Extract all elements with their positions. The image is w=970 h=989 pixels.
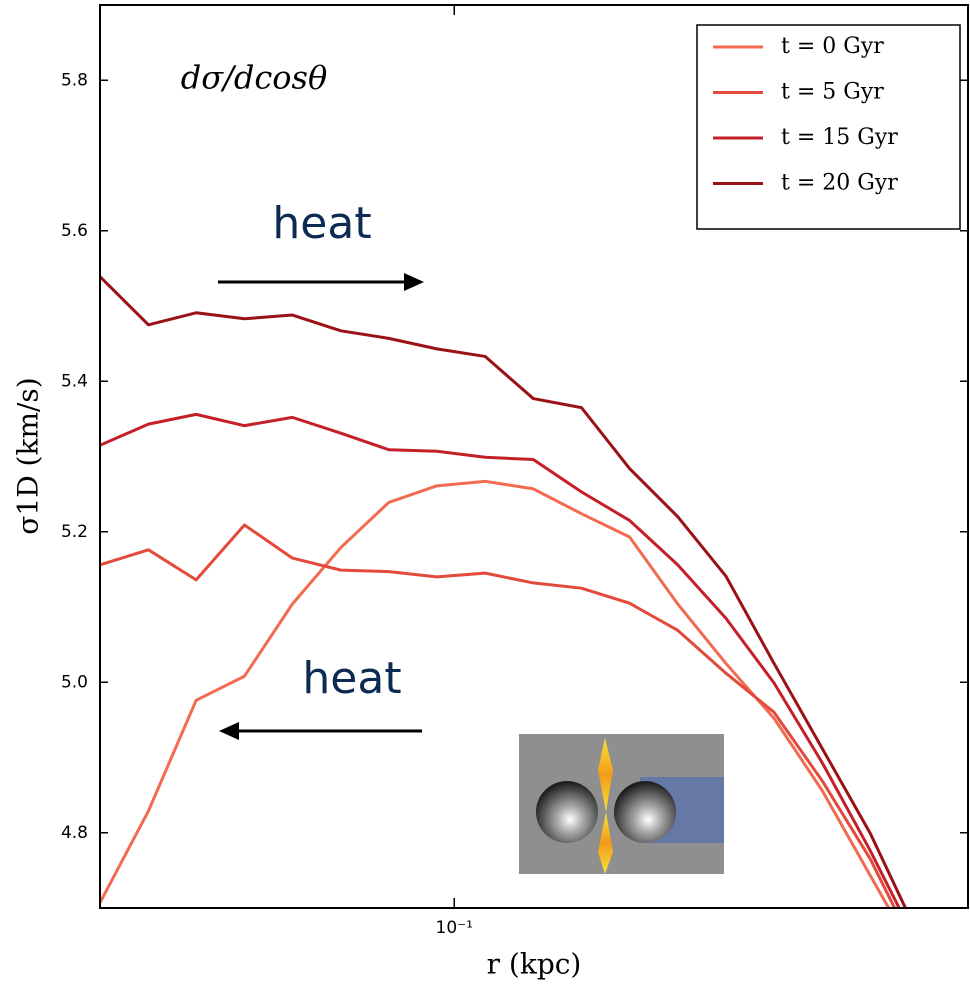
data-line <box>100 275 908 908</box>
plot-lines <box>100 275 908 908</box>
annotation: dσ/dcosθ <box>181 59 327 97</box>
plot-frame <box>99 4 969 909</box>
legend-label: t = 15 Gyr <box>781 125 898 150</box>
legend-label: t = 20 Gyr <box>781 171 898 196</box>
x-axis-label: r (kpc) <box>487 948 582 981</box>
data-line <box>100 523 897 908</box>
y-tick-label: 5.4 <box>61 371 88 391</box>
arrows <box>218 273 424 740</box>
y-tick-label: 5.6 <box>61 221 88 241</box>
x-tick-label: 10⁻¹ <box>436 918 473 938</box>
data-line <box>100 412 901 908</box>
y-tick-label: 4.8 <box>61 823 88 843</box>
y-axis-label: σ1D (km/s) <box>12 377 45 534</box>
y-tick-label: 5.8 <box>61 70 88 90</box>
legend-box <box>696 24 961 230</box>
y-tick-label: 5.2 <box>61 522 88 542</box>
annotation: heat <box>302 653 401 704</box>
y-tick-label: 5.0 <box>61 672 88 692</box>
legend-label: t = 5 Gyr <box>781 80 884 105</box>
legend-label: t = 0 Gyr <box>781 34 884 59</box>
annotation: heat <box>272 198 371 249</box>
data-line <box>100 479 891 908</box>
inset-illustration <box>519 734 724 874</box>
